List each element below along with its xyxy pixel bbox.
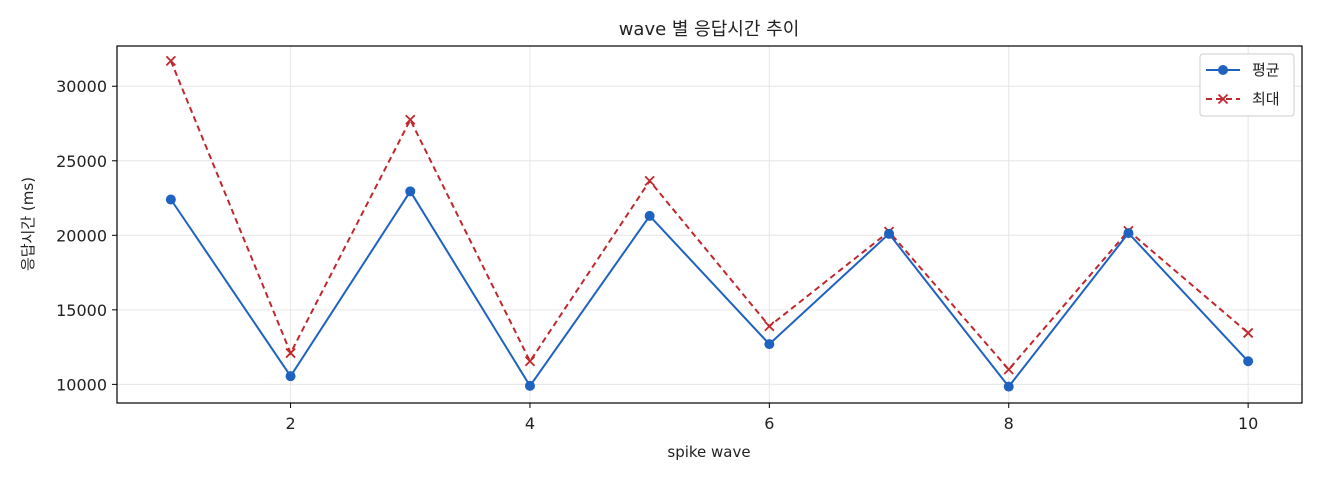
data-point [644,210,655,221]
data-point [1123,228,1134,239]
data-point [1003,364,1014,375]
data-point [644,175,655,187]
data-point [1003,381,1014,392]
data-point [1243,327,1254,339]
data-point [1243,356,1254,367]
series-max [165,55,1254,375]
legend-box [1199,53,1295,117]
x-axis-label: spike wave [667,443,750,461]
y-axis-label: 응답시간 (ms) [19,177,37,271]
series-line [170,189,1249,389]
y-tick-label: 20000 [56,226,107,245]
y-tick-label: 10000 [56,375,107,394]
legend-marker-mean [1218,65,1228,75]
legend-marker-max [1217,93,1229,105]
data-point [764,339,775,350]
x-tick-label: 4 [525,414,535,433]
y-tick-label: 30000 [56,77,107,96]
x-axis-ticks: 2 4 6 8 10 [285,403,1258,433]
data-point [524,380,535,391]
x-tick-label: 6 [764,414,774,433]
data-point [405,114,416,125]
data-point [884,228,895,239]
data-point [764,321,775,332]
x-tick-label: 8 [1004,414,1014,433]
x-tick-label: 2 [285,414,295,433]
data-point [405,186,416,197]
data-point [524,356,536,367]
chart-title: wave 별 응답시간 추이 [619,19,800,40]
grid [117,46,1302,403]
plot-area-frame [116,45,1303,404]
data-point [285,347,296,359]
legend-label-mean: 평균 [1252,61,1280,79]
data-point [165,55,177,67]
series-layer [165,55,1254,392]
series-mean [165,186,1254,392]
data-point [165,194,176,205]
y-tick-label: 15000 [56,301,107,320]
series-line [169,60,1249,372]
y-axis-ticks: 10000 15000 20000 25000 30000 [56,77,117,394]
legend-label-max: 최대 [1252,90,1280,108]
x-tick-label: 10 [1238,414,1258,433]
data-point [285,371,296,382]
y-tick-label: 25000 [56,152,107,171]
legend: 평균 최대 [1199,53,1295,117]
